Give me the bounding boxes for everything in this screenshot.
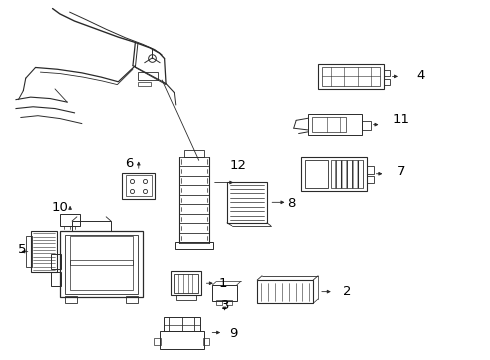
Text: 10: 10 xyxy=(51,201,68,214)
Text: 1: 1 xyxy=(219,277,227,290)
Bar xyxy=(176,295,196,300)
Bar xyxy=(212,285,237,301)
Text: 3: 3 xyxy=(221,299,230,312)
Bar xyxy=(175,242,213,249)
Bar xyxy=(51,254,61,269)
Bar xyxy=(51,272,61,287)
Bar xyxy=(384,70,390,76)
Text: 9: 9 xyxy=(229,327,237,340)
Bar xyxy=(65,235,138,294)
Bar xyxy=(65,296,77,302)
Bar xyxy=(226,300,232,305)
Text: 7: 7 xyxy=(397,165,405,177)
Bar xyxy=(367,166,374,174)
Bar xyxy=(72,221,111,231)
Bar xyxy=(305,159,328,188)
Text: 4: 4 xyxy=(416,69,425,82)
Bar xyxy=(318,64,384,89)
Bar xyxy=(70,236,133,265)
Bar xyxy=(362,121,371,130)
Bar xyxy=(30,231,57,272)
Bar xyxy=(125,175,152,196)
Bar xyxy=(384,79,390,85)
Bar xyxy=(60,214,80,226)
Bar xyxy=(312,117,346,132)
Bar xyxy=(216,300,222,305)
Bar xyxy=(160,331,203,348)
Bar xyxy=(138,72,158,80)
Bar xyxy=(301,157,367,191)
Bar xyxy=(257,280,313,303)
Text: 5: 5 xyxy=(18,243,26,256)
Text: 8: 8 xyxy=(287,197,295,210)
Bar xyxy=(154,338,161,345)
Bar xyxy=(60,231,143,297)
Bar xyxy=(227,182,267,223)
Bar xyxy=(122,173,155,199)
Text: 6: 6 xyxy=(125,157,134,170)
Bar xyxy=(26,237,31,267)
Text: 11: 11 xyxy=(392,113,410,126)
Bar xyxy=(184,150,203,157)
Bar xyxy=(202,338,209,345)
Bar xyxy=(70,260,133,290)
Bar xyxy=(125,296,138,302)
Bar xyxy=(171,271,201,296)
Bar xyxy=(367,176,374,183)
Text: 12: 12 xyxy=(229,159,246,172)
Bar xyxy=(308,114,362,135)
Bar xyxy=(138,82,151,86)
Bar xyxy=(331,159,363,188)
Bar xyxy=(164,318,200,331)
Bar xyxy=(322,67,380,86)
Text: 2: 2 xyxy=(343,285,351,298)
Bar xyxy=(174,274,198,293)
